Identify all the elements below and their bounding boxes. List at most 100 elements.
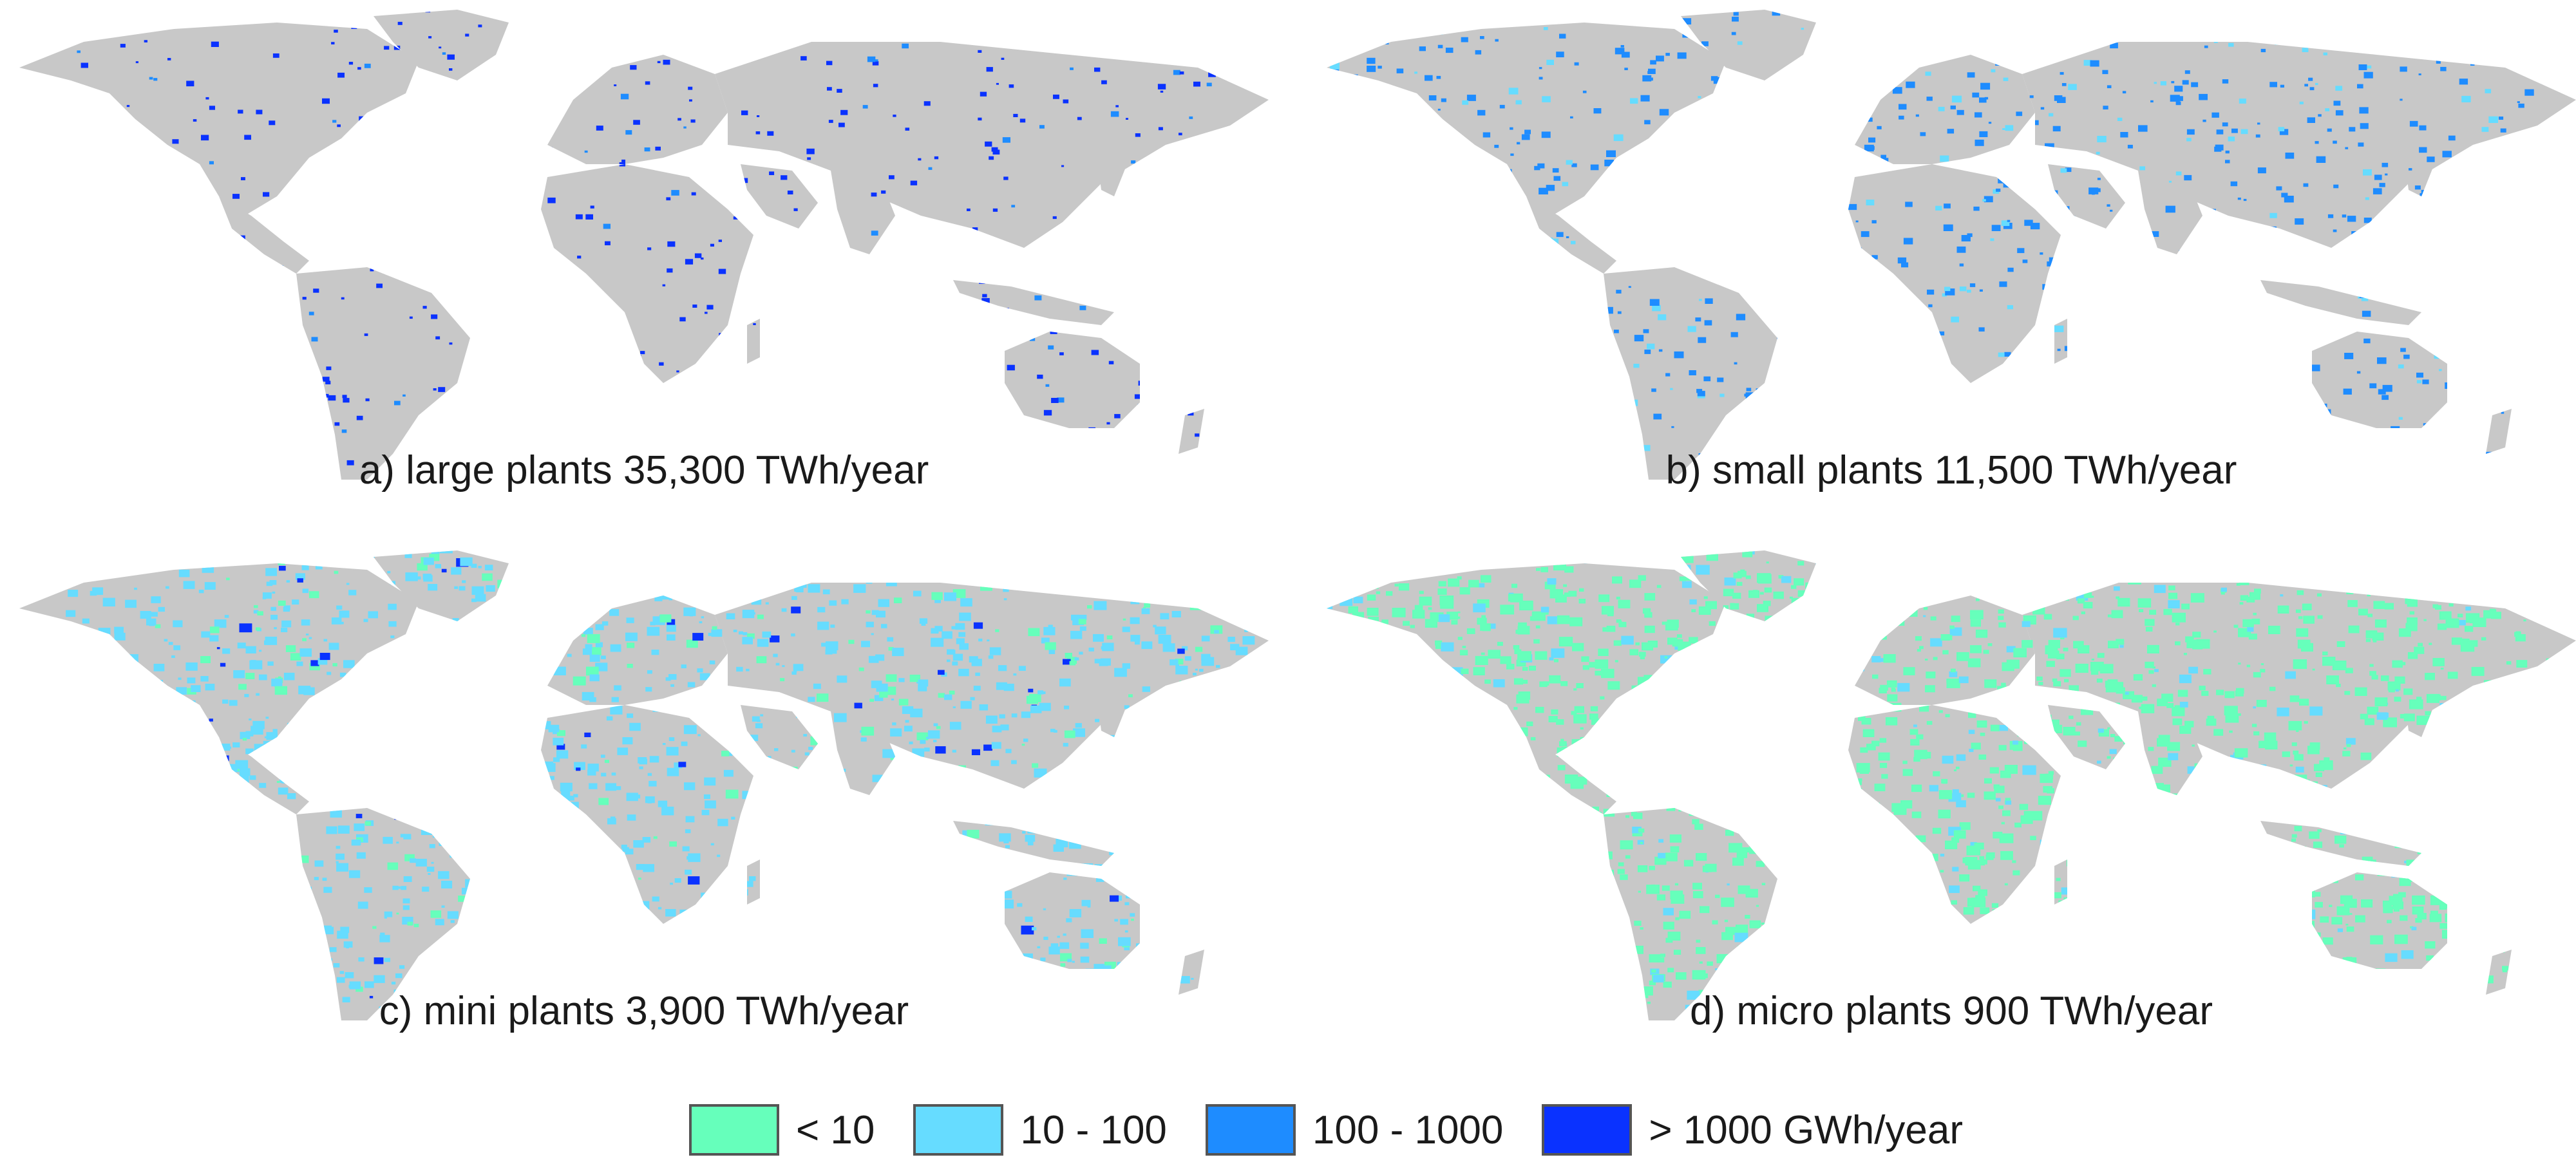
potential-cell <box>1978 327 1985 332</box>
potential-cell <box>746 568 756 574</box>
potential-cell <box>422 887 430 892</box>
potential-cell <box>786 912 799 921</box>
potential-cell <box>1146 739 1156 746</box>
potential-cell <box>857 867 866 874</box>
potential-cell <box>1048 345 1054 350</box>
potential-cell <box>583 815 586 818</box>
potential-cell <box>1234 810 1245 818</box>
potential-cell <box>126 777 131 780</box>
potential-cell <box>475 594 486 602</box>
potential-cell <box>2361 899 2373 908</box>
potential-cell <box>819 771 828 777</box>
potential-cell <box>2012 740 2018 745</box>
potential-cell <box>1193 834 1200 840</box>
map-panel-mini-plants: c) mini plants 3,900 TWh/year <box>6 544 1282 1033</box>
potential-cell <box>2303 406 2311 412</box>
potential-cell <box>1706 552 1718 561</box>
potential-cell <box>647 247 652 250</box>
potential-cell <box>956 638 965 644</box>
potential-cell <box>262 592 272 599</box>
potential-cell <box>2423 423 2427 426</box>
potential-cell <box>1018 666 1026 671</box>
potential-cell <box>1786 749 1794 756</box>
potential-cell <box>2467 357 2471 361</box>
potential-cell <box>1076 579 1083 585</box>
potential-cell <box>494 550 500 554</box>
potential-cell <box>828 820 837 827</box>
potential-cell <box>715 967 719 970</box>
potential-cell <box>1162 950 1173 959</box>
potential-cell <box>1230 644 1240 651</box>
potential-cell <box>928 167 933 170</box>
potential-cell <box>1214 282 1222 288</box>
potential-cell <box>977 556 985 561</box>
potential-cell <box>952 653 963 661</box>
potential-cell <box>583 628 593 635</box>
potential-cell <box>1836 138 1844 144</box>
potential-cell <box>2161 292 2166 296</box>
potential-cell <box>2008 943 2017 949</box>
potential-cell <box>1236 551 1245 558</box>
potential-cell <box>1316 928 1325 935</box>
potential-cell <box>1519 600 1533 611</box>
potential-cell <box>466 99 474 104</box>
potential-cell <box>2239 99 2246 104</box>
potential-cell <box>1365 782 1373 788</box>
potential-cell <box>2127 144 2133 149</box>
potential-cell <box>1385 292 1396 299</box>
potential-cell <box>1572 12 1581 19</box>
potential-cell <box>621 159 625 162</box>
potential-cell <box>1425 189 1430 194</box>
potential-cell <box>884 944 895 953</box>
potential-cell <box>1101 646 1106 650</box>
potential-cell <box>882 871 894 879</box>
potential-cell <box>440 678 451 686</box>
potential-cell <box>2034 727 2040 731</box>
potential-cell <box>1889 351 1898 357</box>
potential-cell <box>904 726 913 732</box>
potential-cell <box>638 878 641 880</box>
potential-cell <box>1834 326 1839 329</box>
potential-cell <box>531 826 542 834</box>
potential-cell <box>1859 627 1869 634</box>
landmass-central-america <box>1526 196 1616 274</box>
potential-cell <box>2513 758 2523 765</box>
potential-cell <box>1130 765 1136 769</box>
potential-cell <box>1700 906 1710 914</box>
potential-cell <box>1658 214 1667 220</box>
potential-cell <box>19 149 21 152</box>
potential-cell <box>1559 33 1566 39</box>
potential-cell <box>710 393 717 397</box>
potential-cell <box>2382 384 2392 392</box>
potential-cell <box>1173 862 1177 865</box>
potential-cell <box>1059 247 1065 251</box>
potential-cell <box>1979 289 1983 292</box>
potential-cell <box>2240 129 2248 135</box>
potential-cell <box>2107 727 2110 729</box>
potential-cell <box>1037 946 1041 948</box>
potential-cell <box>1077 211 1081 213</box>
potential-cell <box>296 661 303 666</box>
potential-cell <box>1028 688 1034 693</box>
potential-cell <box>435 564 441 568</box>
potential-cell <box>112 565 118 569</box>
potential-cell <box>1942 780 1947 784</box>
potential-cell <box>1222 823 1231 831</box>
potential-cell <box>218 948 225 953</box>
potential-cell <box>1777 272 1783 276</box>
potential-cell <box>308 389 316 394</box>
potential-cell <box>1195 646 1203 652</box>
potential-cell <box>222 648 231 654</box>
potential-cell <box>2214 308 2219 312</box>
potential-cell <box>2078 156 2085 161</box>
potential-cell <box>908 973 913 976</box>
potential-cell <box>1225 603 1238 612</box>
potential-cell <box>933 723 938 727</box>
potential-cell <box>437 232 442 235</box>
potential-cell <box>2007 267 2014 272</box>
potential-cell <box>1259 623 1265 627</box>
potential-cell <box>1488 623 1496 629</box>
potential-cell <box>85 910 95 917</box>
potential-cell <box>879 691 888 698</box>
potential-cell <box>2204 753 2211 759</box>
